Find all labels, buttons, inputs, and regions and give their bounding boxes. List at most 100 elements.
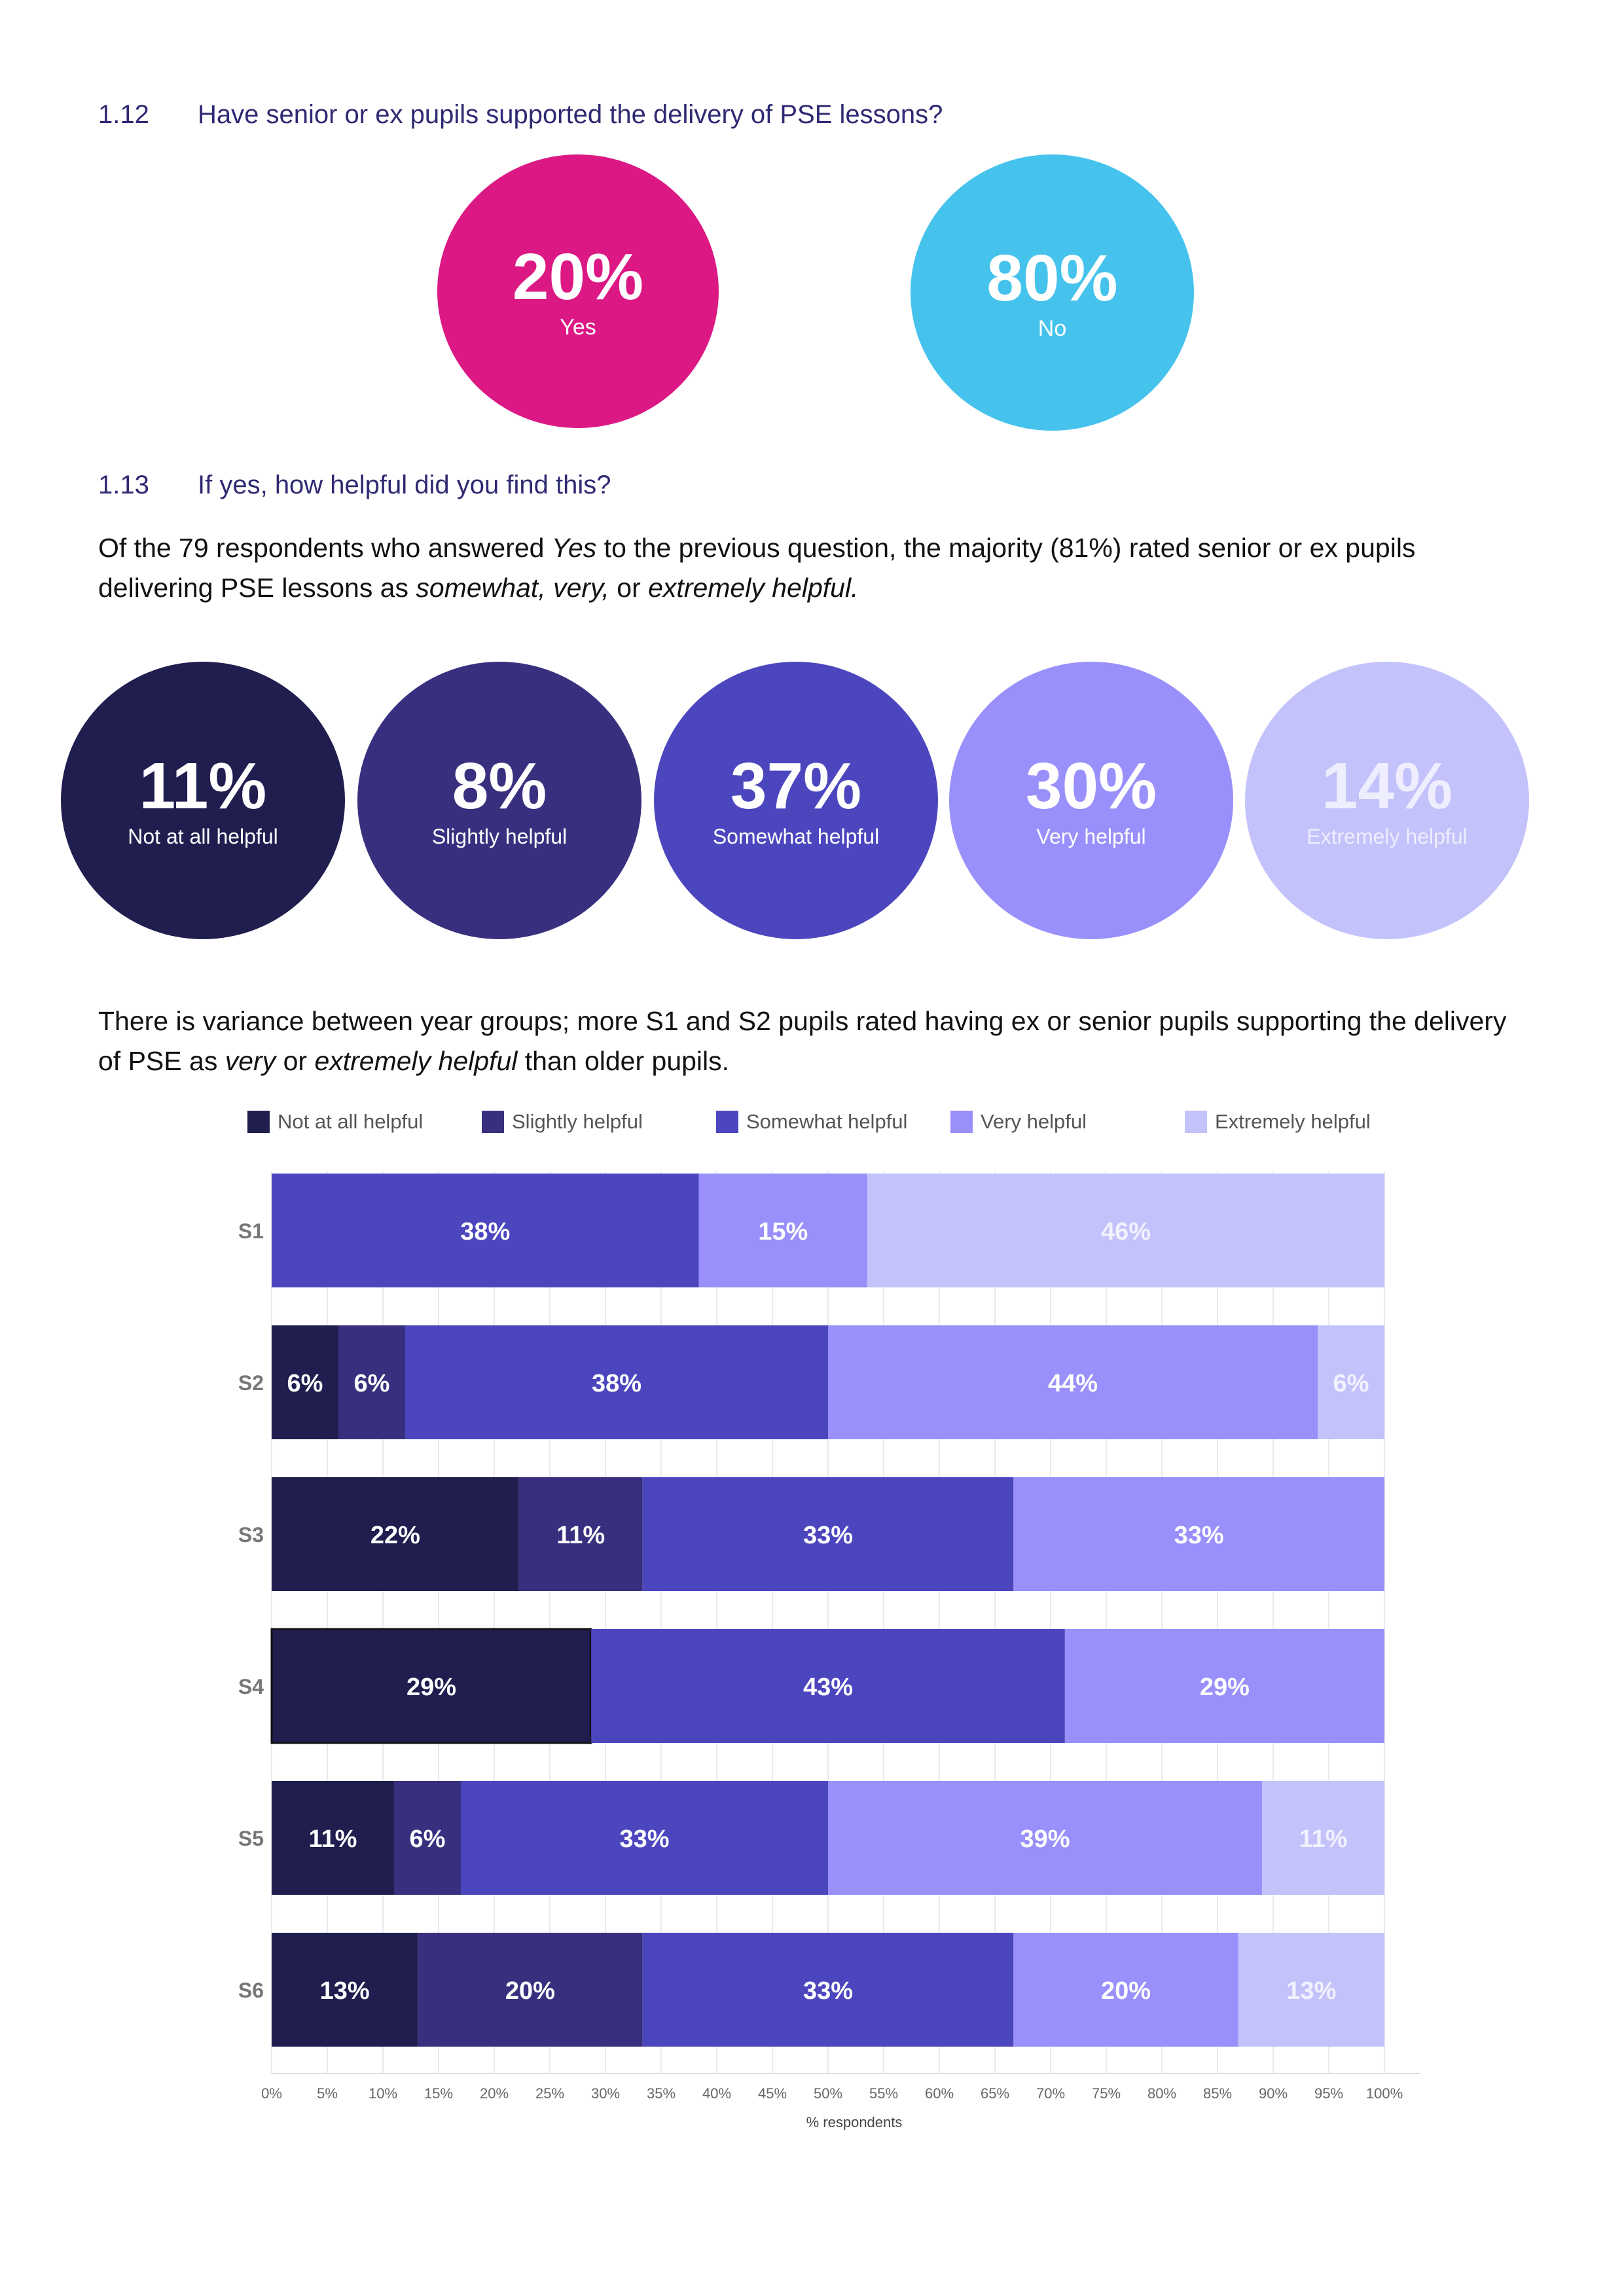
x-tick-label: 30% <box>591 2085 620 2102</box>
legend-label: Somewhat helpful <box>746 1110 908 1133</box>
variance-text: or <box>276 1046 315 1076</box>
question-text: Have senior or ex pupils supported the d… <box>198 100 943 129</box>
rating-label: Slightly helpful <box>431 825 568 848</box>
bar-data-label: 6% <box>410 1825 446 1853</box>
x-tick-label: 70% <box>1036 2085 1065 2102</box>
bar-data-label: 11% <box>309 1825 357 1853</box>
bar-data-label: 38% <box>592 1370 641 1397</box>
bar-segment <box>418 1933 643 2047</box>
bar-segment <box>828 1325 1318 1439</box>
legend-item: Very helpful <box>950 1110 1185 1134</box>
bar-segment <box>461 1781 828 1895</box>
chart-legend: Not at all helpful Slightly helpful Some… <box>247 1110 1419 1134</box>
variance-emphasis-extremely: extremely helpful <box>314 1046 518 1076</box>
bar-data-label: 6% <box>1333 1370 1369 1397</box>
bar-segment <box>272 1174 699 1287</box>
legend-swatch <box>1185 1111 1207 1133</box>
x-tick-label: 65% <box>981 2085 1009 2102</box>
x-tick-label: 90% <box>1259 2085 1288 2102</box>
bar-data-label: 22% <box>370 1522 420 1549</box>
summary-text: to the previous question, the majority (… <box>98 533 1416 603</box>
bar-segment <box>1238 1933 1384 2047</box>
x-tick-label: 50% <box>814 2085 842 2102</box>
summary-text: or <box>609 573 649 603</box>
bar-segment <box>1262 1781 1384 1895</box>
legend-item: Extremely helpful <box>1185 1110 1419 1134</box>
legend-swatch <box>482 1111 504 1133</box>
bar-segment <box>828 1781 1262 1895</box>
yes-percent: 20% <box>512 240 644 314</box>
summary-paragraph: Of the 79 respondents who answered Yes t… <box>98 528 1525 608</box>
bar-data-label: 13% <box>320 1977 370 2005</box>
x-tick-label: 95% <box>1314 2085 1343 2102</box>
x-tick-label: 20% <box>480 2085 509 2102</box>
bar-segment <box>642 1477 1014 1591</box>
legend-swatch <box>247 1111 270 1133</box>
bar-data-label: 33% <box>619 1825 669 1853</box>
bar-segment <box>1064 1629 1384 1743</box>
rating-circle-very: 30% Very helpful <box>949 662 1233 939</box>
bar-data-label: 38% <box>460 1218 510 1246</box>
bar-data-label: 11% <box>1299 1825 1348 1853</box>
legend-item: Slightly helpful <box>482 1110 716 1134</box>
x-tick-label: 40% <box>702 2085 731 2102</box>
rating-percent: 30% <box>1025 749 1157 823</box>
bar-data-label: 6% <box>287 1370 323 1397</box>
x-tick-label: 15% <box>424 2085 453 2102</box>
bar-data-label: 46% <box>1101 1218 1151 1246</box>
rating-circle-somewhat: 37% Somewhat helpful <box>654 662 938 939</box>
legend-swatch <box>716 1111 738 1133</box>
variance-text: than older pupils. <box>517 1046 730 1076</box>
rating-circle-slightly: 8% Slightly helpful <box>357 662 641 939</box>
bar-segment <box>591 1629 1065 1743</box>
no-percent: 80% <box>986 242 1118 315</box>
rating-label: Extremely helpful <box>1307 825 1468 848</box>
bar-data-label: 20% <box>505 1977 555 2005</box>
bar-segment <box>1013 1477 1384 1591</box>
rating-percent: 37% <box>730 749 862 823</box>
rating-label: Very helpful <box>1036 825 1146 848</box>
bar-data-label: 15% <box>758 1218 808 1246</box>
legend-label: Extremely helpful <box>1215 1110 1371 1133</box>
bar-data-label: 43% <box>803 1674 853 1701</box>
legend-item: Not at all helpful <box>247 1110 482 1134</box>
x-tick-label: 85% <box>1203 2085 1232 2102</box>
rating-percent: 11% <box>139 749 267 823</box>
summary-emphasis-options: somewhat, very, <box>416 573 609 603</box>
bar-segment <box>1013 1933 1238 2047</box>
bar-segment <box>698 1174 868 1287</box>
x-tick-label: 10% <box>369 2085 397 2102</box>
x-tick-label: 5% <box>317 2085 338 2102</box>
legend-item: Somewhat helpful <box>716 1110 950 1134</box>
x-tick-label: 80% <box>1147 2085 1176 2102</box>
yes-label: Yes <box>560 315 596 340</box>
bar-segment <box>272 1781 394 1895</box>
x-tick-label: 75% <box>1092 2085 1121 2102</box>
rating-circle-extremely: 14% Extremely helpful <box>1245 662 1529 939</box>
legend-label: Slightly helpful <box>512 1110 643 1133</box>
question-text: If yes, how helpful did you find this? <box>198 471 611 499</box>
bar-segment <box>867 1174 1384 1287</box>
x-tick-label: 60% <box>925 2085 954 2102</box>
bar-data-label: 20% <box>1101 1977 1151 2005</box>
bar-data-label: 33% <box>1174 1522 1224 1549</box>
summary-emphasis-yes: Yes <box>551 533 597 563</box>
bar-data-label: 11% <box>556 1522 605 1549</box>
x-tick-label: 25% <box>535 2085 564 2102</box>
bar-data-label: 6% <box>354 1370 390 1397</box>
no-circle: 80% No <box>911 154 1194 431</box>
yes-circle: 20% Yes <box>437 154 719 428</box>
summary-emphasis-extremely: extremely helpful. <box>648 573 859 603</box>
summary-text: Of the 79 respondents who answered <box>98 533 552 563</box>
y-category-label: S6 <box>238 1979 264 2002</box>
bar-segment <box>272 1325 338 1439</box>
legend-label: Not at all helpful <box>278 1110 424 1133</box>
rating-percent: 8% <box>452 749 547 823</box>
rating-percent: 14% <box>1321 749 1453 823</box>
bar-data-label: 29% <box>1200 1674 1250 1701</box>
y-category-label: S1 <box>238 1219 264 1243</box>
x-tick-label: 45% <box>758 2085 787 2102</box>
bar-segment <box>338 1325 405 1439</box>
bar-data-label: 29% <box>406 1674 456 1701</box>
x-tick-label: 100% <box>1366 2085 1403 2102</box>
